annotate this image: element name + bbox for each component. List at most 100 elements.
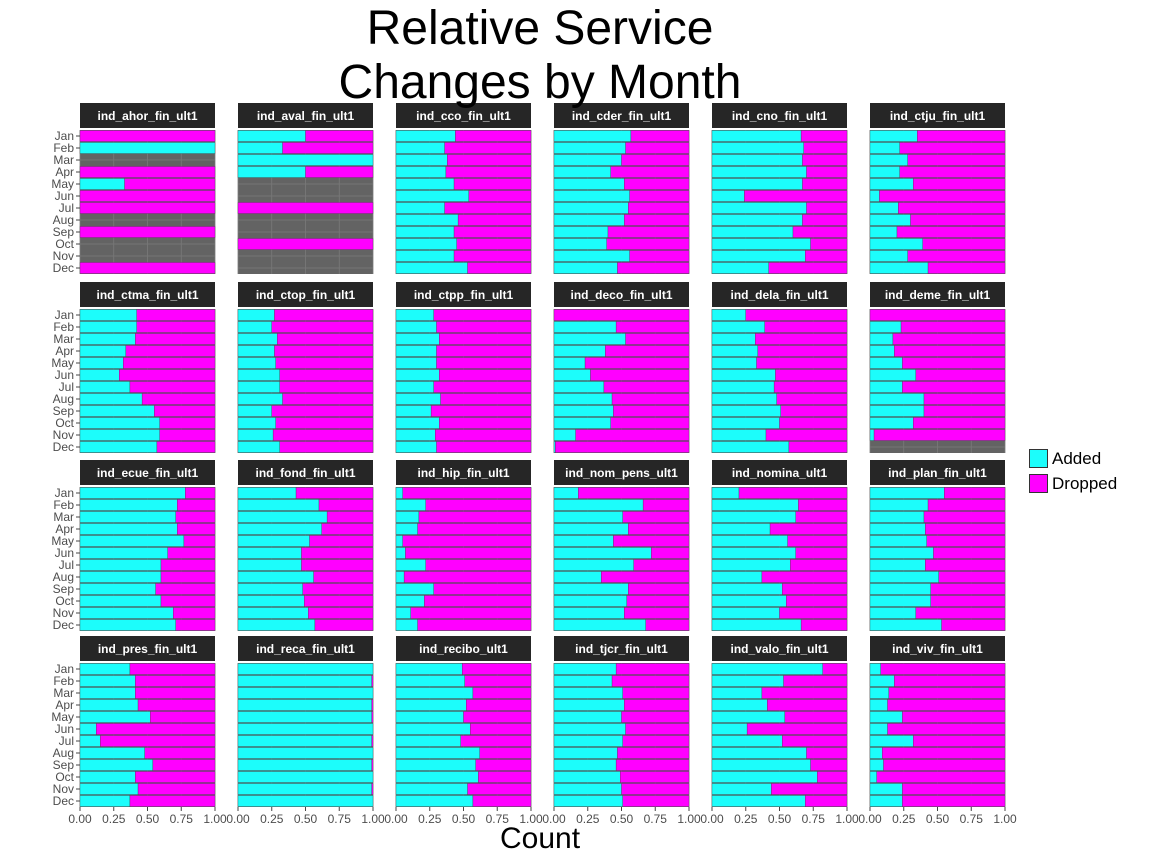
bar-added — [869, 202, 899, 214]
bar-added — [553, 393, 613, 405]
bar-added — [395, 142, 445, 154]
bar-added — [711, 393, 777, 405]
facet-strip — [396, 636, 531, 661]
bar-dropped — [805, 250, 848, 262]
y-tick-label: Apr — [55, 344, 74, 358]
facet-strip — [712, 103, 847, 128]
y-tick-label: May — [51, 710, 74, 724]
bar-added — [553, 711, 622, 723]
bar-dropped — [433, 583, 532, 595]
facet-strip — [80, 460, 215, 485]
bar-dropped — [453, 250, 532, 262]
bar-added — [553, 166, 611, 178]
bar-added — [553, 759, 617, 771]
bar-dropped — [425, 559, 532, 571]
bar-dropped — [455, 130, 532, 142]
y-tick-label: Feb — [53, 141, 74, 155]
bar-dropped — [150, 711, 216, 723]
bar-added — [237, 405, 272, 417]
y-tick-label: Oct — [55, 416, 74, 430]
bar-dropped — [607, 226, 690, 238]
bar-dropped — [301, 547, 374, 559]
x-tick-label: 1.00 — [519, 812, 543, 826]
x-tick-label: 0.50 — [926, 812, 950, 826]
bar-dropped — [137, 783, 216, 795]
bar-added — [237, 321, 272, 333]
bar-added — [869, 369, 917, 381]
bar-dropped — [620, 771, 690, 783]
facet-strip — [396, 460, 531, 485]
bar-added — [869, 547, 934, 559]
x-tick-label: 0.00 — [858, 812, 882, 826]
y-tick-label: Apr — [55, 165, 74, 179]
bar-added — [237, 675, 372, 687]
bar-added — [237, 687, 374, 699]
bar-dropped — [175, 511, 216, 523]
bar-added — [711, 429, 767, 441]
bar-dropped — [402, 535, 532, 547]
bar-added — [553, 571, 602, 583]
x-tick-label: 1.00 — [361, 812, 385, 826]
facet-strip-label: ind_ahor_fin_ult1 — [97, 109, 197, 123]
x-tick-label: 0.75 — [960, 812, 984, 826]
bar-dropped — [425, 499, 532, 511]
bar-dropped — [782, 583, 848, 595]
legend-label-added: Added — [1052, 448, 1102, 468]
bar-dropped — [624, 699, 690, 711]
bar-added — [869, 535, 927, 547]
bar-dropped — [613, 405, 690, 417]
bar-dropped — [464, 675, 532, 687]
bar-added — [869, 499, 929, 511]
bar-added — [711, 559, 791, 571]
bar-dropped — [96, 723, 216, 735]
bar-dropped — [177, 499, 216, 511]
bar-dropped — [787, 535, 848, 547]
facet-strip — [712, 282, 847, 307]
bar-dropped — [615, 321, 690, 333]
bar-dropped — [100, 735, 216, 747]
bar-dropped — [156, 441, 216, 453]
y-tick-label: Dec — [53, 261, 74, 275]
y-tick-label: Jul — [59, 380, 74, 394]
bar-dropped — [152, 759, 216, 771]
bar-dropped — [883, 759, 1006, 771]
y-tick-label: Jan — [55, 308, 74, 322]
x-tick-label: 0.50 — [452, 812, 476, 826]
bar-dropped — [318, 499, 374, 511]
bar-dropped — [553, 309, 690, 321]
bar-dropped — [135, 771, 216, 783]
bar-added — [711, 759, 811, 771]
y-tick-label: Mar — [53, 332, 74, 346]
bar-dropped — [301, 559, 374, 571]
bar-dropped — [622, 511, 690, 523]
bar-dropped — [775, 369, 848, 381]
x-tick-label: 0.50 — [136, 812, 160, 826]
facet-strip-label: ind_dela_fin_ult1 — [730, 288, 828, 302]
bar-added — [79, 619, 176, 631]
bar-added — [869, 142, 900, 154]
bar-added — [711, 571, 763, 583]
facet-strip — [238, 460, 373, 485]
bar-added — [553, 723, 626, 735]
bar-dropped — [776, 393, 848, 405]
bar-dropped — [615, 663, 690, 675]
y-tick-label: Sep — [53, 225, 75, 239]
bar-added — [869, 357, 903, 369]
bar-dropped — [271, 405, 374, 417]
bar-added — [237, 166, 306, 178]
facet-strip-label: ind_pres_fin_ult1 — [98, 642, 198, 656]
bar-dropped — [925, 523, 1006, 535]
bar-added — [553, 487, 579, 499]
facet-strip-label: ind_cco_fin_ult1 — [416, 109, 511, 123]
bar-dropped — [478, 771, 532, 783]
bar-added — [237, 417, 276, 429]
bar-added — [869, 405, 925, 417]
bar-added — [553, 369, 591, 381]
bar-added — [237, 441, 280, 453]
bar-dropped — [79, 226, 216, 238]
bar-added — [553, 663, 617, 675]
bar-added — [79, 607, 174, 619]
bar-dropped — [628, 202, 690, 214]
bar-dropped — [802, 154, 848, 166]
bar-dropped — [882, 747, 1006, 759]
